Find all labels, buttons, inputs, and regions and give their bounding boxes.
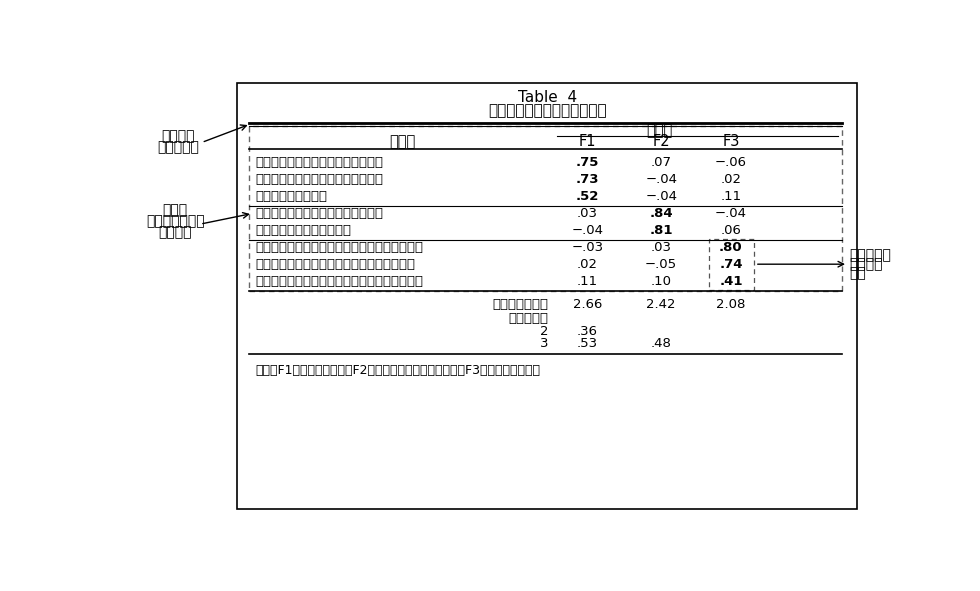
Text: .11: .11 xyxy=(720,190,742,203)
Text: .75: .75 xyxy=(576,156,599,169)
Text: 注）　F1：職務ストレス，F2：職場内での対人ストレス，F3：悲事ストレス。: 注） F1：職務ストレス，F2：職場内での対人ストレス，F3：悲事ストレス。 xyxy=(255,363,540,376)
Text: 負荷量の平方和: 負荷量の平方和 xyxy=(493,298,549,311)
Text: 因子間相関: 因子間相関 xyxy=(509,313,549,326)
Text: .73: .73 xyxy=(576,173,599,186)
Bar xyxy=(237,83,858,509)
Text: .84: .84 xyxy=(650,207,673,220)
Text: 3: 3 xyxy=(540,337,549,350)
Text: .03: .03 xyxy=(651,241,671,254)
Text: 現場で救助できなかった経験による心残りの話: 現場で救助できなかった経験による心残りの話 xyxy=(255,275,423,288)
Text: 中央そろえ: 中央そろえ xyxy=(158,140,199,154)
Text: F3: F3 xyxy=(722,134,740,150)
Text: 2.42: 2.42 xyxy=(647,298,676,311)
Text: 左項目: 左項目 xyxy=(163,203,188,217)
Text: −.04: −.04 xyxy=(714,207,747,220)
Text: 強調する: 強調する xyxy=(850,257,883,271)
Text: .03: .03 xyxy=(577,207,598,220)
Text: .41: .41 xyxy=(719,275,743,288)
Text: .36: .36 xyxy=(577,324,598,337)
Text: .06: .06 xyxy=(720,224,741,237)
Text: 数値: 数値 xyxy=(850,267,866,281)
Text: −.04: −.04 xyxy=(645,190,677,203)
Text: −.03: −.03 xyxy=(571,241,604,254)
Text: ストレス経験内容の因子構造: ストレス経験内容の因子構造 xyxy=(488,103,607,118)
Bar xyxy=(249,126,842,291)
Text: F1: F1 xyxy=(579,134,596,150)
Text: 2: 2 xyxy=(540,324,549,337)
Text: 職場での上司（部下）とのトラブル: 職場での上司（部下）とのトラブル xyxy=(255,207,383,220)
Text: .80: .80 xyxy=(719,241,743,254)
Text: 職場での同僚とのトラブル: 職場での同僚とのトラブル xyxy=(255,224,351,237)
Text: 項　目: 項 目 xyxy=(389,134,416,150)
Text: .02: .02 xyxy=(577,258,598,271)
Text: −.04: −.04 xyxy=(571,224,604,237)
Text: .53: .53 xyxy=(577,337,598,350)
Text: （スタブ列）は: （スタブ列）は xyxy=(146,214,205,228)
Text: 現場の大まかな状況: 現場の大まかな状況 xyxy=(255,190,327,203)
Text: 2.08: 2.08 xyxy=(716,298,746,311)
Text: 左そろえ: 左そろえ xyxy=(159,225,192,239)
Text: Table  4: Table 4 xyxy=(517,90,577,105)
Text: 現場での悲惨な場面が思い浮かぶつらい気持ち: 現場での悲惨な場面が思い浮かぶつらい気持ち xyxy=(255,241,423,254)
Text: .81: .81 xyxy=(650,224,673,237)
Text: 2.66: 2.66 xyxy=(573,298,602,311)
Text: .07: .07 xyxy=(651,156,671,169)
Text: 因　子: 因 子 xyxy=(646,124,672,138)
Text: −.04: −.04 xyxy=(645,173,677,186)
Text: 現場での細な間違いや失敗した経験: 現場での細な間違いや失敗した経験 xyxy=(255,173,383,186)
Text: 職場でどれだけ大変な事があったか: 職場でどれだけ大変な事があったか xyxy=(255,156,383,169)
Text: .11: .11 xyxy=(577,275,598,288)
Text: 因子構造を: 因子構造を xyxy=(850,248,892,262)
Text: F2: F2 xyxy=(653,134,670,150)
Text: .52: .52 xyxy=(576,190,599,203)
Text: −.05: −.05 xyxy=(645,258,677,271)
Text: .02: .02 xyxy=(720,173,742,186)
Text: −.06: −.06 xyxy=(714,156,747,169)
Text: .48: .48 xyxy=(651,337,671,350)
Bar xyxy=(710,239,755,290)
Text: .74: .74 xyxy=(719,258,743,271)
Text: 現場でのつらい体験で精神的に動揺した経験: 現場でのつらい体験で精神的に動揺した経験 xyxy=(255,258,415,271)
Text: .10: .10 xyxy=(651,275,671,288)
Text: 見出しは: 見出しは xyxy=(162,129,195,144)
